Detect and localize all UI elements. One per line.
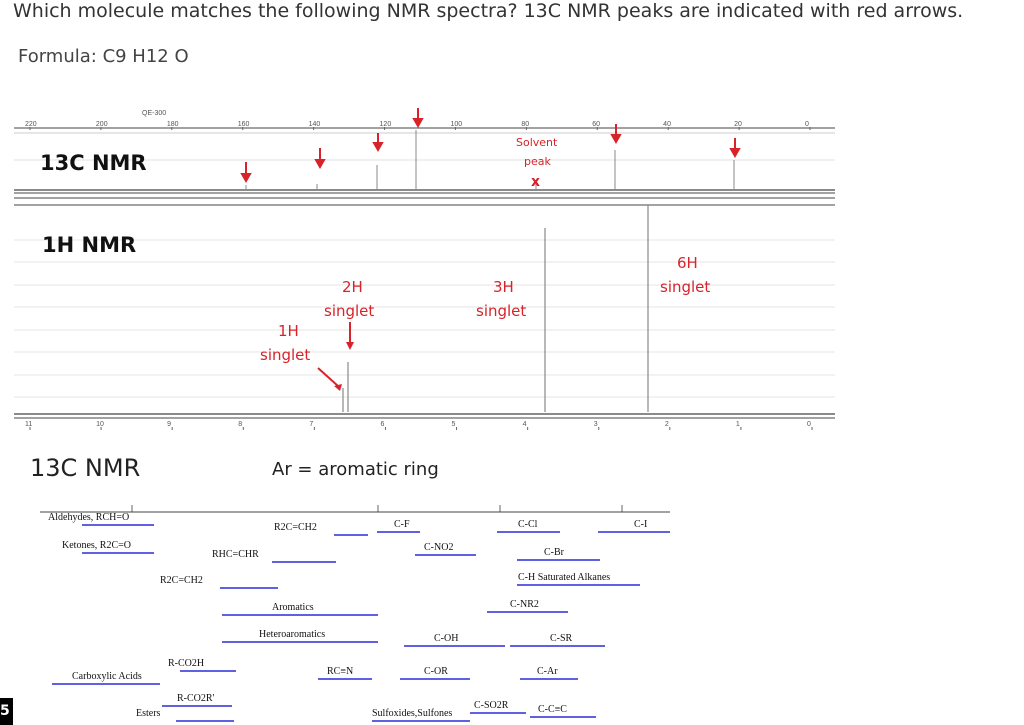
axis-tick-label: 200 [96,121,108,128]
solvent-x-icon: x [531,174,540,190]
shift-table-label: Carboxylic Acids [72,671,142,682]
shift-table-label: Aldehydes, RCH=O [48,512,129,523]
h1-panel-label: 1H NMR [42,233,136,257]
annotation-1h-mult: singlet [260,346,310,364]
axis-tick-label: 0 [807,421,811,428]
shift-table-label: R2C=CH2 [160,575,203,586]
ar-note: Ar = aromatic ring [272,459,439,480]
axis-tick-label: 120 [380,121,392,128]
c13-peak-arrows [240,108,741,184]
shift-table-label: C-H Saturated Alkanes [518,572,610,583]
axis-tick-label: 60 [592,121,600,128]
shift-table-label: C-SO2R [474,700,509,711]
shift-table-label: C-NO2 [424,542,453,553]
table-title: 13C NMR [30,454,141,482]
axis-tick-label: 1 [736,421,740,428]
shift-table-label: Heteroaromatics [259,629,325,640]
axis-tick-label: 5 [452,421,456,428]
shift-table-label: C-C≡C [538,704,567,715]
annotation-6h-mult: singlet [660,278,710,296]
corner-number: 5 [0,698,13,725]
shift-table-label: R-CO2R' [177,693,215,704]
shift-table-label: RHC=CHR [212,549,259,560]
shift-table-label: C-OR [424,666,448,677]
axis-tick-label: 2 [665,421,669,428]
axis-tick-label: 7 [309,421,313,428]
shift-table-label: C-SR [550,633,573,644]
shift-table-label: R2C=CH2 [274,522,317,533]
axis-tick-label: 4 [523,421,527,428]
shift-table-label: C-Br [544,547,565,558]
shift-table: Aldehydes, RCH=O Ketones, R2C=O R2C=CH2 RHC… [40,505,670,722]
annotation-3h-mult: singlet [476,302,526,320]
axis-tick-label: 8 [238,421,242,428]
annotation-3h: 3H [493,278,514,296]
solvent-label: Solvent [516,136,558,149]
axis-tick-label: 80 [521,121,529,128]
shift-table-label: Sulfoxides,Sulfones [372,708,452,719]
shift-table-label: R-CO2H [168,658,204,669]
shift-table-label: C-Ar [537,666,558,677]
axis-tick-label: 20 [734,121,742,128]
solvent-label: peak [524,155,551,168]
axis-tick-label: 40 [663,121,671,128]
c13-panel-label: 13C NMR [40,151,147,175]
shift-table-label: C-OH [434,633,458,644]
axis-tick-label: 0 [805,121,809,128]
axis-tick-label: 160 [238,121,250,128]
axis-tick-label: 10 [96,421,104,428]
shift-table-label: C-I [634,519,647,530]
shift-table-label: Ketones, R2C=O [62,540,131,551]
shift-table-label: Aromatics [272,602,314,613]
h1-axis-ticks: 11 10 9 8 7 6 5 4 3 2 1 0 [25,421,813,430]
annotation-6h: 6H [677,254,698,272]
formula-text: Formula: C9 H12 O [18,46,189,67]
shift-table-label: C-F [394,519,410,530]
annotation-2h: 2H [342,278,363,296]
instrument-label: QE-300 [142,110,166,117]
annotation-1h: 1H [278,322,299,340]
axis-tick-label: 9 [167,421,171,428]
axis-tick-label: 100 [450,121,462,128]
axis-tick-label: 180 [167,121,179,128]
axis-tick-label: 220 [25,121,37,128]
shift-table-label: Esters [136,708,161,719]
axis-tick-label: 6 [380,421,384,428]
c13-axis-ticks: 220 200 180 160 140 120 100 80 60 40 20 0 [25,121,811,130]
shift-table-label: C-NR2 [510,599,539,610]
shift-table-label: C-Cl [518,519,538,530]
shift-table-label: RC≡N [327,666,353,677]
question-text: Which molecule matches the following NMR… [13,0,964,22]
axis-tick-label: 11 [25,421,32,428]
axis-tick-label: 140 [309,121,321,128]
axis-tick-label: 3 [594,421,598,428]
annotation-2h-mult: singlet [324,302,374,320]
